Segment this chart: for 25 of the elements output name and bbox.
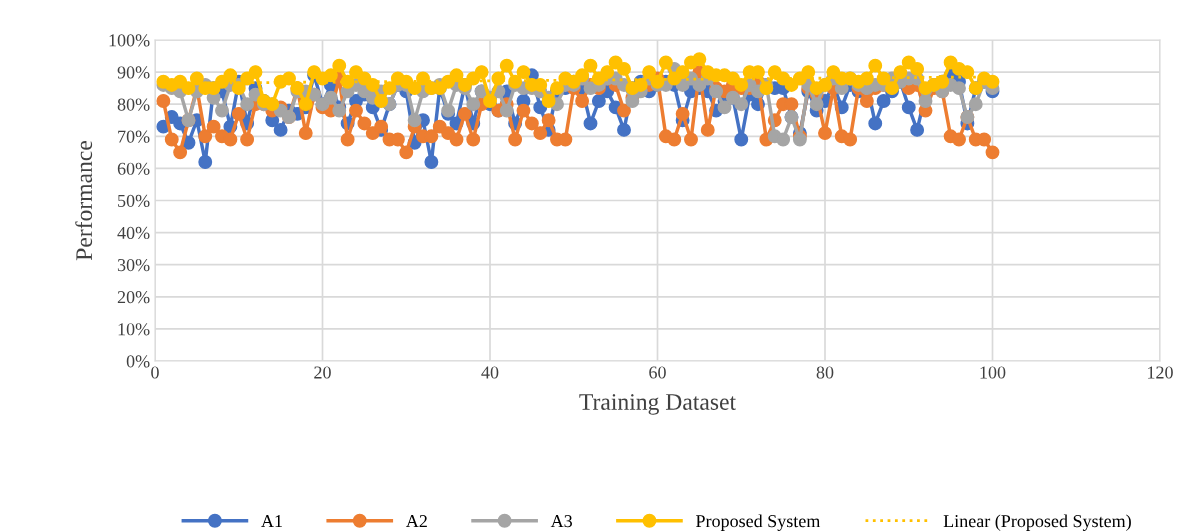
y-tick-label: 100% (109, 34, 150, 47)
y-tick-label: 50% (118, 194, 150, 207)
y-tick-label: 0% (126, 355, 150, 368)
y-tick-label: 20% (117, 291, 150, 304)
legend-label: Proposed System (696, 514, 821, 531)
legend-label: A2 (405, 515, 427, 528)
y-tick-label: 80% (117, 98, 150, 111)
x-tick-label: 0 (151, 366, 159, 379)
x-tick-label: 20 (314, 366, 331, 379)
x-tick-label: 80 (816, 366, 834, 379)
y-tick-label: 70% (118, 130, 150, 143)
y-tick-label: 90% (117, 66, 150, 79)
y-tick-label: 40% (117, 226, 150, 240)
legend-label: A1 (261, 515, 282, 528)
legend-label: Linear (Proposed System) (943, 514, 1131, 531)
y-tick-label: 10% (118, 323, 150, 336)
x-axis-title: Training Dataset (579, 394, 736, 415)
y-axis-title: Performance (75, 141, 93, 261)
x-tick-label: 40 (481, 366, 499, 379)
x-tick-label: 120 (1148, 366, 1173, 379)
y-tick-label: 60% (117, 162, 150, 175)
legend-label: A3 (550, 515, 572, 528)
x-tick-label: 100 (980, 366, 1006, 379)
x-tick-label: 60 (649, 366, 666, 379)
y-tick-label: 30% (117, 258, 150, 272)
